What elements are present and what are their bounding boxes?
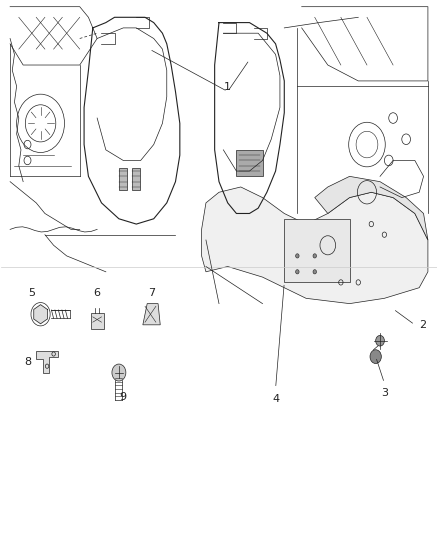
Text: 3: 3: [381, 389, 388, 399]
Polygon shape: [201, 187, 428, 304]
Text: 6: 6: [94, 288, 101, 298]
Text: 7: 7: [148, 288, 155, 298]
Polygon shape: [34, 305, 47, 324]
Bar: [91, 313, 104, 329]
Text: 1: 1: [224, 82, 231, 92]
Circle shape: [296, 254, 299, 258]
Circle shape: [370, 350, 381, 364]
Text: 9: 9: [120, 392, 127, 402]
Bar: [132, 168, 140, 190]
Polygon shape: [143, 304, 160, 325]
Polygon shape: [315, 176, 428, 240]
Circle shape: [313, 254, 317, 258]
Text: 5: 5: [28, 288, 35, 298]
Text: 2: 2: [419, 320, 426, 330]
Circle shape: [296, 270, 299, 274]
Text: 4: 4: [272, 394, 279, 404]
Circle shape: [112, 364, 126, 381]
Circle shape: [376, 335, 385, 346]
Polygon shape: [36, 351, 58, 373]
Circle shape: [313, 270, 317, 274]
Bar: [284, 219, 350, 282]
Text: 8: 8: [24, 357, 31, 367]
Bar: [237, 150, 262, 176]
Bar: [119, 168, 127, 190]
